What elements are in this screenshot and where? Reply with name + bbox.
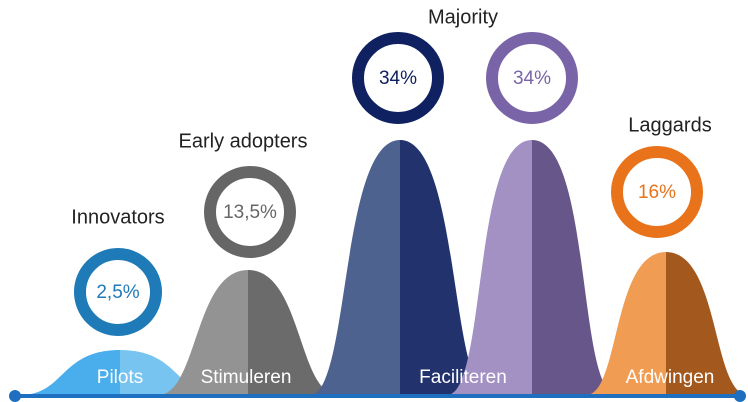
axis-dot: [9, 390, 21, 402]
group-title: Early adopters: [179, 130, 308, 152]
ring-label: 34%: [513, 68, 551, 89]
hump: [586, 252, 666, 395]
ring: [611, 146, 703, 238]
ring-label: 16%: [638, 182, 676, 203]
ring: [486, 32, 578, 124]
phase-label: Faciliteren: [419, 367, 507, 388]
phase-label: Pilots: [97, 367, 143, 388]
hump: [447, 140, 532, 395]
group-title: Innovators: [71, 206, 164, 228]
hump: [666, 252, 748, 395]
phase-label: Afdwingen: [626, 367, 715, 388]
ring-label: 34%: [379, 68, 417, 89]
group-title: Majority: [428, 6, 498, 28]
humps: [20, 140, 748, 395]
hump: [20, 350, 120, 395]
ring: [74, 248, 162, 336]
ring: [352, 32, 444, 124]
ring-label: 13,5%: [223, 202, 277, 223]
hump: [120, 350, 220, 395]
hump: [532, 140, 617, 395]
hump: [248, 270, 338, 395]
axis-dot: [734, 390, 746, 402]
hump: [400, 140, 490, 395]
group-title: Laggards: [628, 114, 711, 136]
hump: [158, 270, 248, 395]
hump: [310, 140, 400, 395]
ring-label: 2,5%: [96, 282, 139, 303]
phase-label: Stimuleren: [201, 367, 292, 388]
ring: [204, 166, 296, 258]
